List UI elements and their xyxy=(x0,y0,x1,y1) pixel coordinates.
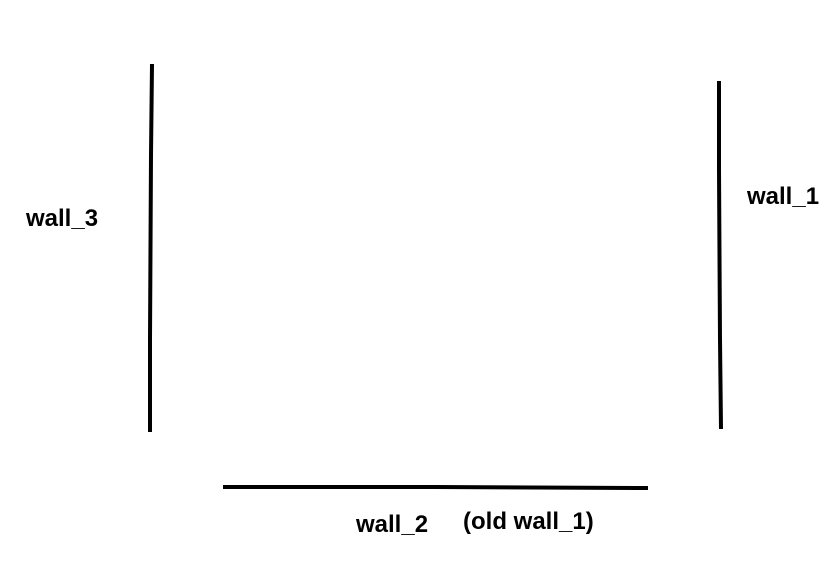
old-wall-1-label: (old wall_1) xyxy=(463,508,594,535)
wall-3-line xyxy=(148,63,154,432)
wall-2-label: wall_2 xyxy=(355,511,428,538)
wall-1-label: wall_1 xyxy=(746,183,819,210)
wall-3-label: wall_3 xyxy=(25,205,98,232)
wall-2-line xyxy=(223,485,649,490)
wall-1-line xyxy=(717,81,723,430)
